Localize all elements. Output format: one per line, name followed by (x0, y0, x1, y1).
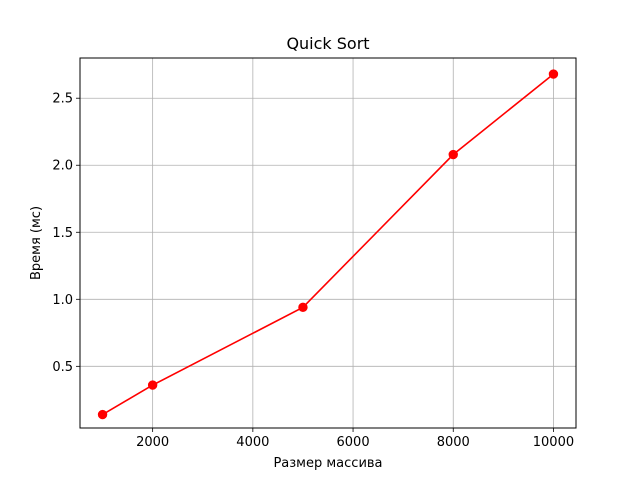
x-tick-label: 6000 (337, 435, 370, 450)
y-tick-label: 0.5 (52, 360, 73, 375)
x-tick-label: 4000 (236, 435, 269, 450)
grid-lines (80, 58, 576, 428)
data-point (147, 380, 158, 390)
y-tick-label: 2.5 (52, 92, 73, 107)
x-tick-label: 2000 (136, 435, 169, 450)
data-point (448, 149, 458, 160)
data-point (548, 69, 559, 79)
y-axis-label: Время (мс) (29, 206, 44, 280)
y-tick-label: 2.0 (52, 159, 73, 174)
x-tick-label: 10000 (533, 435, 574, 450)
series-line (102, 73, 554, 416)
series-layer (97, 69, 559, 420)
x-axis-label: Размер массива (273, 456, 382, 471)
y-tick-label: 1.0 (52, 293, 73, 308)
y-tick-label: 1.5 (52, 226, 73, 241)
data-point (97, 409, 108, 420)
chart-title: Quick Sort (286, 34, 369, 53)
x-tick-label: 8000 (437, 435, 470, 450)
tick-layer: 2000 4000 6000 8000 10000 0.5 1.0 1.5 2.0 2.5 (52, 92, 574, 450)
plot-frame (79, 57, 577, 429)
data-point (298, 302, 308, 313)
